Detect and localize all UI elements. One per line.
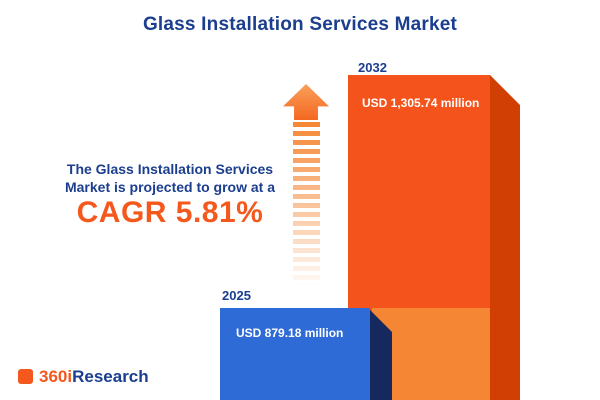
value-label-2025: USD 879.18 million — [236, 326, 344, 340]
logo-prefix: 360i — [39, 367, 73, 386]
description-line-2: Market is projected to grow at a — [64, 179, 276, 195]
category-label-2032: 2032 — [358, 60, 387, 75]
growth-arrow-icon — [283, 84, 329, 120]
value-label-2032: USD 1,305.74 million — [362, 96, 480, 110]
bar-2025 — [220, 308, 370, 400]
growth-arrow-dashed-tail — [293, 122, 320, 285]
logo-suffix: Research — [72, 367, 149, 386]
logo-mark-icon — [18, 369, 33, 384]
cagr-value: CAGR 5.81% — [76, 196, 264, 229]
description-line-1: The Glass Installation Services — [66, 161, 274, 177]
logo-text: 360iResearch — [39, 368, 149, 385]
market-description: The Glass Installation Services Market i… — [38, 160, 302, 229]
brand-logo: 360iResearch — [18, 368, 149, 385]
category-label-2025: 2025 — [222, 288, 251, 303]
page-title: Glass Installation Services Market — [142, 14, 458, 35]
bar-2032-side — [490, 75, 520, 400]
